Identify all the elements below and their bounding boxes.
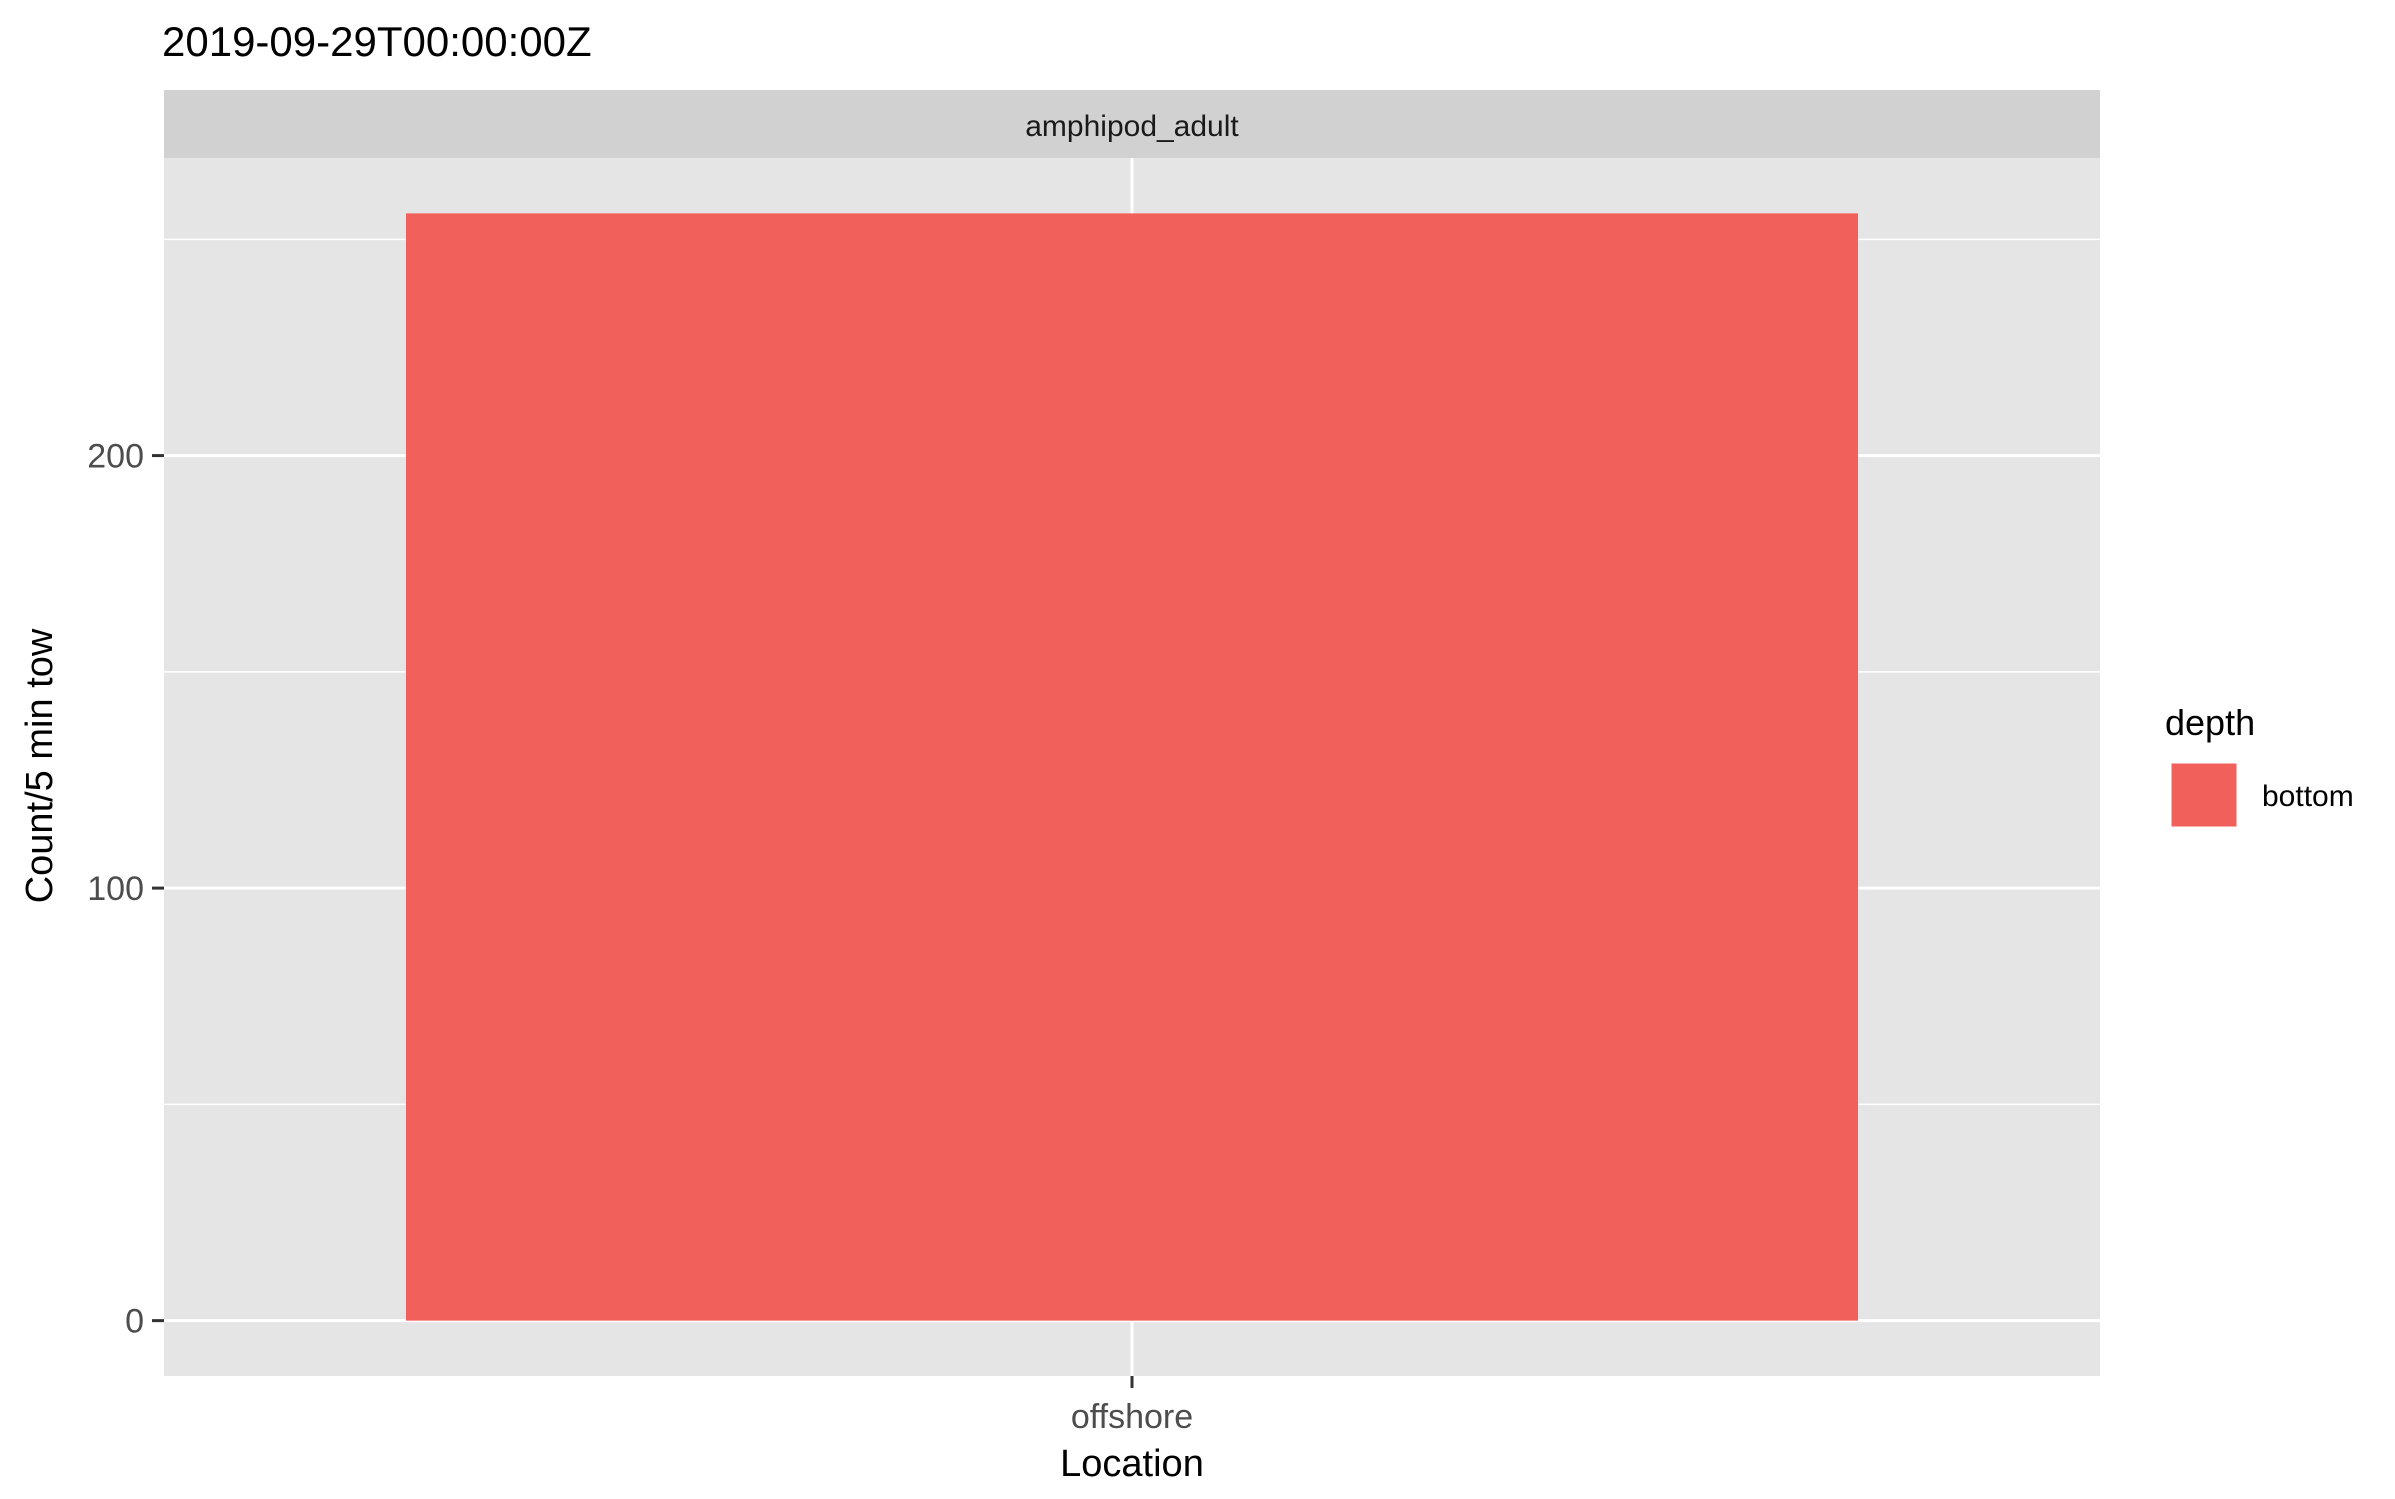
x-axis: offshore [1071, 1376, 1193, 1436]
facet-strip-label: amphipod_adult [1025, 110, 1239, 143]
y-axis-title: Count/5 min tow [19, 628, 61, 903]
legend-label-bottom: bottom [2262, 780, 2354, 813]
x-tick-label: offshore [1071, 1398, 1193, 1436]
legend: depth bottom [2165, 702, 2354, 830]
y-axis: 0 100 200 [87, 438, 164, 1341]
legend-key-bottom [2168, 760, 2240, 830]
y-tick-label: 0 [125, 1303, 144, 1341]
facet-strip [164, 90, 2100, 158]
legend-title: depth [2165, 702, 2255, 743]
chart-title: 2019-09-29T00:00:00Z [162, 18, 592, 65]
bars [406, 213, 1858, 1321]
y-tick-label: 200 [87, 438, 144, 476]
y-tick-label: 100 [87, 870, 144, 908]
x-axis-title: Location [1060, 1443, 1204, 1485]
bar-offshore-bottom [406, 213, 1858, 1321]
